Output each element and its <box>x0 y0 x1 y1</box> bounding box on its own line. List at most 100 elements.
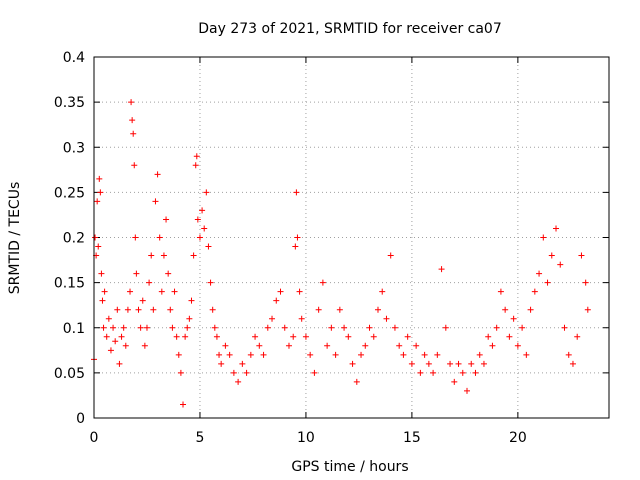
data-point <box>190 252 197 259</box>
data-point <box>430 369 437 376</box>
data-point <box>218 360 225 367</box>
data-point <box>536 270 543 277</box>
data-point <box>160 252 167 259</box>
data-point <box>285 342 292 349</box>
data-point <box>311 369 318 376</box>
data-point <box>298 315 305 322</box>
data-point <box>127 288 134 295</box>
data-point <box>120 324 127 331</box>
data-point <box>391 324 398 331</box>
x-tick-label: 20 <box>509 430 527 446</box>
data-point <box>141 342 148 349</box>
data-point <box>328 324 335 331</box>
data-point <box>97 189 104 196</box>
data-point <box>260 351 267 358</box>
data-point <box>527 306 534 313</box>
data-point <box>281 324 288 331</box>
data-point <box>112 338 119 345</box>
data-point <box>493 324 500 331</box>
data-point <box>182 333 189 340</box>
data-point <box>290 333 297 340</box>
x-tick-label: 0 <box>90 430 99 446</box>
data-point <box>544 279 551 286</box>
data-point <box>459 369 466 376</box>
data-point <box>353 378 360 385</box>
data-point <box>135 306 142 313</box>
data-point <box>523 351 530 358</box>
data-point <box>103 333 110 340</box>
data-point <box>292 243 299 250</box>
data-point <box>565 351 572 358</box>
y-tick-label: 0.25 <box>54 185 85 201</box>
data-point <box>137 324 144 331</box>
data-point <box>146 279 153 286</box>
data-point <box>557 261 564 268</box>
data-point <box>226 351 233 358</box>
y-axis-label: SRMTID / TECUs <box>7 182 23 295</box>
y-tick-label: 0.15 <box>54 276 85 292</box>
data-point <box>105 315 112 322</box>
data-point <box>118 333 125 340</box>
data-point <box>519 324 526 331</box>
data-point <box>489 342 496 349</box>
data-point <box>186 315 193 322</box>
data-point <box>366 324 373 331</box>
data-point <box>194 216 201 223</box>
data-point <box>497 288 504 295</box>
data-point <box>294 234 301 241</box>
data-point <box>110 324 117 331</box>
data-point <box>383 315 390 322</box>
data-point <box>379 288 386 295</box>
data-point <box>434 351 441 358</box>
data-point <box>277 288 284 295</box>
data-point <box>578 252 585 259</box>
data-point <box>165 270 172 277</box>
data-point <box>358 351 365 358</box>
data-point <box>213 333 220 340</box>
data-point <box>100 324 107 331</box>
data-point <box>124 306 131 313</box>
data-point <box>273 297 280 304</box>
data-point <box>150 306 157 313</box>
data-point <box>324 342 331 349</box>
x-tick-label: 10 <box>297 430 315 446</box>
data-point <box>99 297 106 304</box>
points-layer <box>91 99 591 408</box>
data-point <box>184 324 191 331</box>
data-point <box>188 297 195 304</box>
data-point <box>211 324 218 331</box>
data-point <box>171 288 178 295</box>
data-point <box>256 342 263 349</box>
data-point <box>506 333 513 340</box>
y-tick-label: 0.35 <box>54 95 85 111</box>
data-point <box>408 360 415 367</box>
data-point <box>148 252 155 259</box>
data-point <box>154 171 161 178</box>
data-point <box>107 347 114 354</box>
data-point <box>531 288 538 295</box>
data-point <box>374 306 381 313</box>
data-point <box>196 234 203 241</box>
data-point <box>476 351 483 358</box>
data-point <box>349 360 356 367</box>
data-point <box>129 117 136 124</box>
data-point <box>201 225 208 232</box>
data-point <box>574 333 581 340</box>
data-point <box>400 351 407 358</box>
data-point <box>468 360 475 367</box>
x-tick-label: 5 <box>196 430 205 446</box>
data-point <box>345 333 352 340</box>
data-point <box>216 351 223 358</box>
data-point <box>264 324 271 331</box>
data-point <box>417 369 424 376</box>
data-point <box>502 306 509 313</box>
data-point <box>341 324 348 331</box>
data-point <box>370 333 377 340</box>
data-point <box>243 369 250 376</box>
data-point <box>101 288 108 295</box>
x-axis-label: GPS time / hours <box>291 459 408 475</box>
data-point <box>451 378 458 385</box>
data-point <box>209 306 216 313</box>
data-point <box>425 360 432 367</box>
